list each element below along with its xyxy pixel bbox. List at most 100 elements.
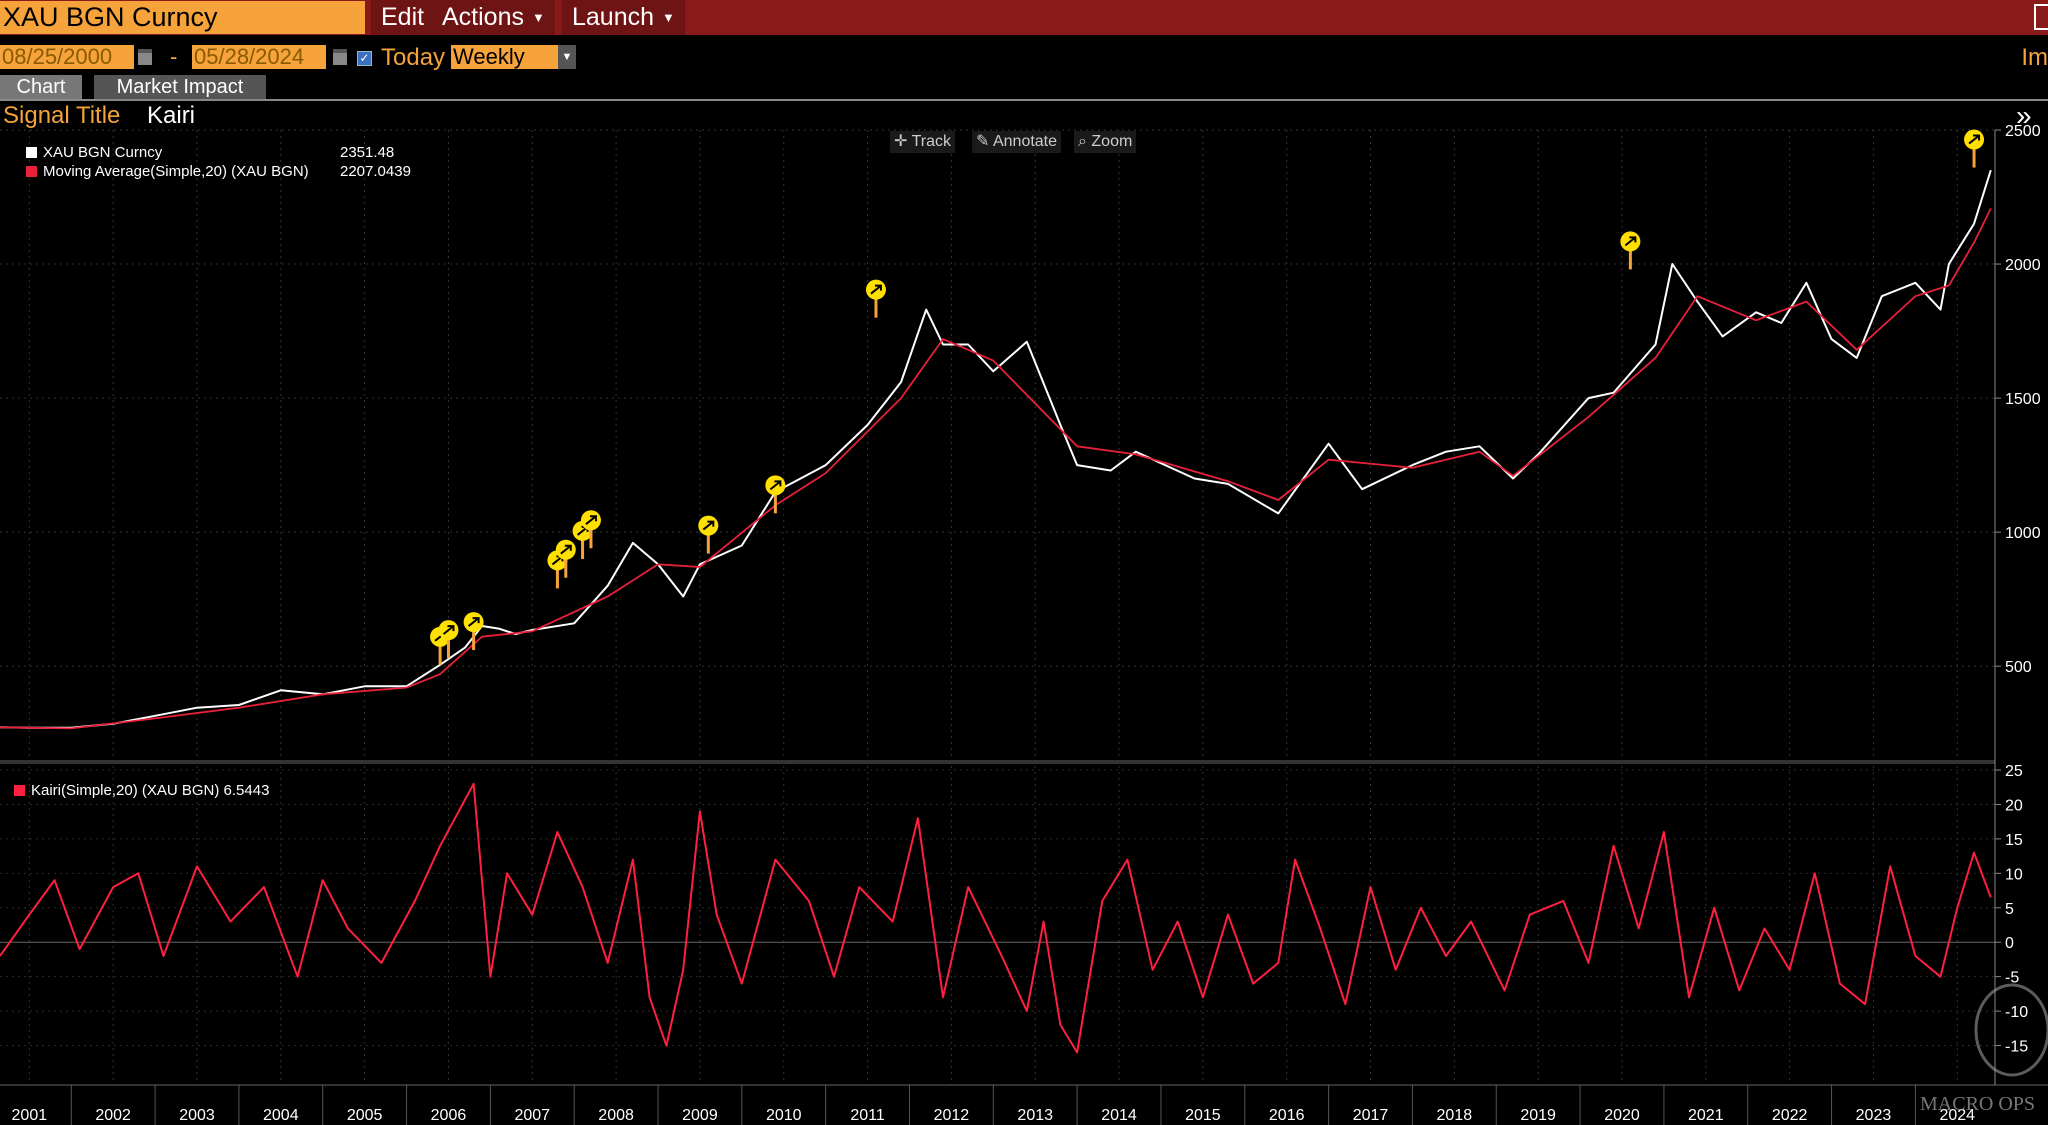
signal-title-value[interactable]: Kairi — [147, 102, 196, 129]
frequency-select[interactable]: Weekly ▼ — [451, 45, 576, 69]
x-tick-label: 2006 — [431, 1107, 467, 1124]
x-tick-label: 2018 — [1437, 1107, 1473, 1124]
legend-swatch — [14, 785, 25, 796]
annotate-label: Annotate — [992, 133, 1058, 150]
expand-panel-icon[interactable]: » — [2016, 100, 2032, 131]
signal-marker-icon[interactable] — [1620, 231, 1641, 270]
calendar-icon[interactable] — [138, 49, 152, 65]
actions-menu[interactable]: Actions ▼ — [432, 0, 555, 35]
x-tick-label: 2010 — [766, 1107, 802, 1124]
zoom-label: Zoom — [1091, 133, 1133, 150]
kairi-y-tick-label: 10 — [2005, 866, 2023, 883]
frequency-value: Weekly — [453, 44, 525, 69]
x-tick-label: 2004 — [263, 1107, 299, 1124]
crosshair-icon: ✛ — [894, 133, 912, 150]
signal-marker-icon[interactable] — [865, 279, 886, 318]
watermark-text: MACRO OPS — [1920, 1093, 2035, 1115]
legend-price[interactable]: XAU BGN Curncy — [26, 144, 162, 161]
truncated-label: Im — [2021, 44, 2048, 71]
x-tick-label: 2001 — [12, 1107, 48, 1124]
today-checkbox[interactable]: ✓ — [357, 51, 372, 66]
magnifier-icon: ⌕ — [1078, 133, 1092, 150]
signal-marker-icon[interactable] — [765, 475, 786, 514]
launch-menu[interactable]: Launch ▼ — [562, 0, 685, 35]
arrow-icon — [1624, 236, 1637, 247]
today-label: Today — [381, 44, 446, 71]
arrow-icon — [560, 544, 572, 555]
x-tick-label: 2020 — [1604, 1107, 1640, 1124]
x-tick-label: 2007 — [514, 1107, 550, 1124]
tab-chart[interactable]: Chart — [0, 75, 82, 99]
signal-marker-icon[interactable] — [580, 510, 601, 549]
price-y-tick-label: 2500 — [2005, 123, 2041, 140]
track-button[interactable]: ✛ Track — [890, 131, 955, 153]
ma-series-line[interactable] — [0, 208, 1992, 730]
end-date-input[interactable]: 05/28/2024 — [192, 45, 326, 69]
x-tick-label: 2003 — [179, 1107, 215, 1124]
caret-down-icon: ▼ — [662, 10, 675, 26]
legend-kairi-label: Kairi(Simple,20) (XAU BGN) — [31, 782, 220, 799]
legend-ma-label: Moving Average(Simple,20) (XAU BGN) — [43, 163, 309, 180]
kairi-y-tick-label: 0 — [2005, 935, 2014, 952]
signal-title-label: Signal Title — [3, 102, 121, 129]
arrow-icon — [585, 515, 597, 525]
legend-price-label: XAU BGN Curncy — [43, 144, 163, 161]
zoom-button[interactable]: ⌕ Zoom — [1074, 131, 1137, 153]
tab-market-impact[interactable]: Market Impact — [94, 75, 266, 99]
toolbar: XAU BGN Curncy Edit Actions ▼ Launch ▼ — [0, 0, 2048, 35]
ticker-input[interactable]: XAU BGN Curncy — [0, 1, 365, 34]
signal-marker-icon[interactable] — [555, 539, 576, 578]
price-series-line[interactable] — [0, 169, 1992, 729]
x-tick-label: 2005 — [347, 1107, 383, 1124]
pencil-icon: ✎ — [976, 133, 993, 150]
calendar-icon[interactable] — [333, 49, 347, 65]
legend-price-value: 2351.48 — [340, 144, 395, 161]
x-tick-label: 2011 — [850, 1107, 885, 1124]
kairi-y-tick-label: 15 — [2005, 832, 2023, 849]
x-tick-label: 2013 — [1017, 1107, 1053, 1124]
edit-menu[interactable]: Edit — [371, 0, 435, 35]
x-tick-label: 2019 — [1520, 1107, 1556, 1124]
kairi-y-tick-label: -5 — [2005, 970, 2019, 987]
arrow-icon — [467, 617, 480, 627]
signal-marker-icon[interactable] — [463, 612, 484, 651]
dropdown-arrow-icon: ▼ — [558, 45, 576, 69]
x-tick-label: 2024 — [1939, 1107, 1975, 1124]
legend-kairi[interactable]: Kairi(Simple,20) (XAU BGN) 6.5443 — [14, 782, 269, 799]
arrow-icon — [702, 520, 715, 531]
legend-kairi-value: 6.5443 — [223, 782, 270, 799]
signal-marker-icon[interactable] — [438, 620, 459, 659]
kairi-series-line[interactable] — [0, 782, 1992, 1054]
signal-marker-icon[interactable] — [698, 515, 719, 554]
annotate-button[interactable]: ✎ Annotate — [972, 131, 1062, 153]
x-tick-label: 2015 — [1185, 1107, 1221, 1124]
legend-swatch — [26, 147, 37, 158]
arrow-icon — [442, 625, 455, 635]
kairi-y-tick-label: -15 — [2005, 1039, 2028, 1056]
price-y-tick-label: 1000 — [2005, 525, 2041, 542]
legend-ma-value: 2207.0439 — [340, 163, 411, 180]
popout-icon[interactable] — [2034, 4, 2048, 30]
legend-ma[interactable]: Moving Average(Simple,20) (XAU BGN) — [26, 163, 309, 180]
x-tick-label: 2021 — [1688, 1107, 1724, 1124]
x-tick-label: 2009 — [682, 1107, 718, 1124]
start-date-input[interactable]: 08/25/2000 — [0, 45, 134, 69]
arrow-icon — [769, 480, 782, 491]
launch-menu-label: Launch — [572, 3, 655, 31]
signal-marker-icon[interactable] — [1964, 129, 1985, 168]
kairi-y-tick-label: 20 — [2005, 797, 2023, 814]
x-tick-label: 2016 — [1269, 1107, 1305, 1124]
arrow-icon — [870, 284, 882, 295]
kairi-y-tick-label: 5 — [2005, 901, 2014, 918]
tab-bar: Chart Market Impact — [0, 73, 2048, 101]
caret-down-icon: ▼ — [531, 10, 545, 26]
date-separator: - — [170, 44, 178, 69]
watermark-logo: MACRO OPS — [1920, 983, 2048, 1115]
panel-divider[interactable] — [0, 760, 1995, 764]
price-y-tick-label: 2000 — [2005, 257, 2041, 274]
x-tick-label: 2022 — [1772, 1107, 1808, 1124]
x-tick-label: 2008 — [598, 1107, 634, 1124]
arrow-icon — [1968, 134, 1981, 145]
edit-menu-label: Edit — [381, 3, 425, 31]
